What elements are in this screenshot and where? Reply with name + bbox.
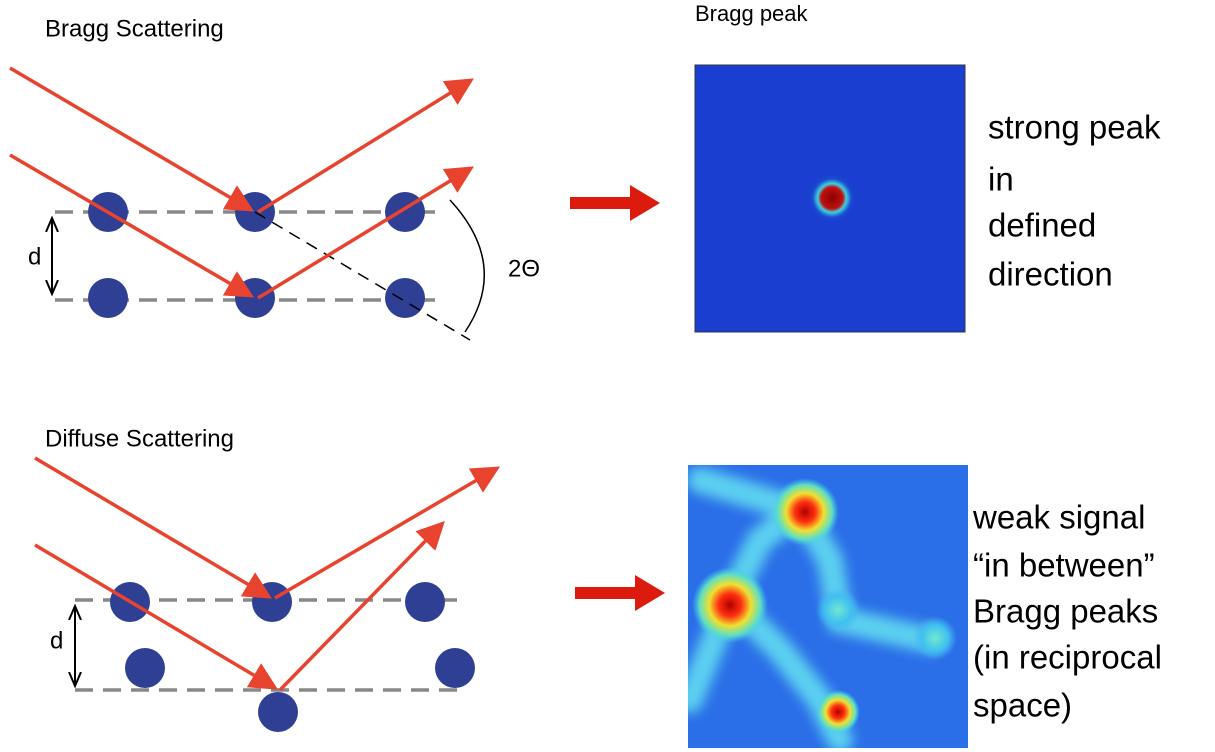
extension-line <box>255 212 470 340</box>
rays <box>35 458 494 690</box>
arrow <box>570 185 660 221</box>
image-label: Bragg peak <box>695 1 809 26</box>
description: strong peak in defined direction <box>988 109 1161 293</box>
description-line: in <box>988 161 1014 198</box>
atoms <box>110 582 475 732</box>
description-line: strong peak <box>988 109 1161 146</box>
description-line: Bragg peaks <box>973 593 1158 630</box>
d-label: d <box>28 243 41 270</box>
bragg-peak-image <box>695 65 965 332</box>
description-line: direction <box>988 256 1113 293</box>
panel-title: Bragg Scattering <box>45 15 224 42</box>
arrow <box>575 575 665 611</box>
panel-title: Diffuse Scattering <box>45 425 234 452</box>
description-line: (in reciprocal <box>973 639 1162 676</box>
angle-label: 2Θ <box>508 255 540 282</box>
rays <box>10 68 468 298</box>
angle-arc <box>450 200 484 332</box>
description: weak signal “in between” Bragg peaks (in… <box>972 499 1162 724</box>
diagram: Bragg Scattering Bragg peak d 2Θ strong … <box>0 0 1215 752</box>
diffuse-image <box>688 465 968 748</box>
description-line: weak signal <box>972 499 1145 536</box>
d-label: d <box>50 627 63 654</box>
description-line: “in between” <box>973 547 1155 584</box>
description-line: space) <box>973 687 1072 724</box>
description-line: defined <box>988 207 1096 244</box>
